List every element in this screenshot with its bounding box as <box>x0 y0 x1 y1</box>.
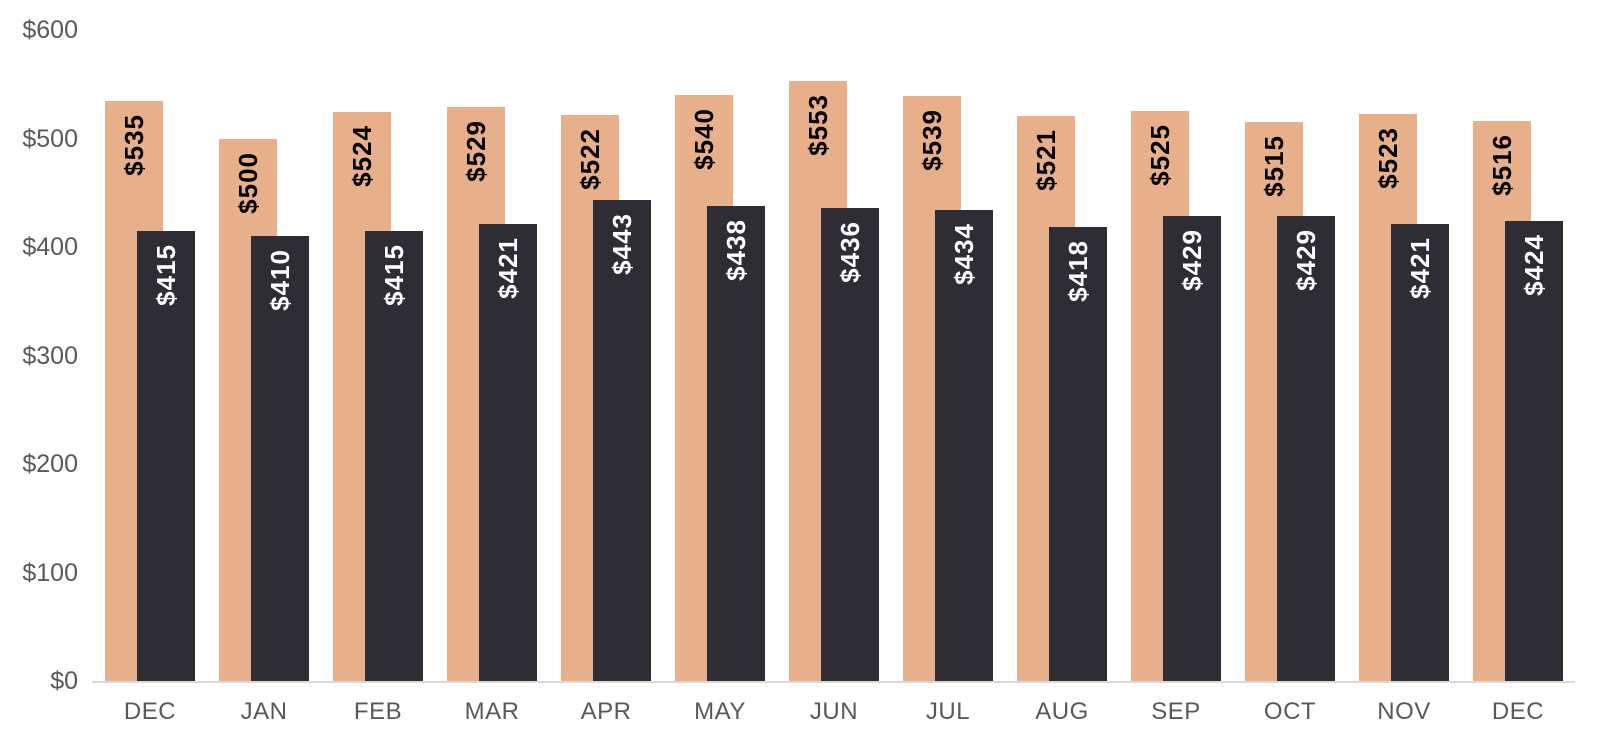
dark-series-bar: $436 <box>821 207 879 681</box>
bar-value-label: $525 <box>1131 124 1189 186</box>
dark-series-bar: $438 <box>707 205 765 681</box>
y-axis-tick-label: $500 <box>22 124 78 153</box>
bar-value-label: $434 <box>935 223 993 285</box>
bar-value-text: $553 <box>802 93 833 156</box>
dark-series-bar: $421 <box>1391 224 1449 681</box>
bar-value-text: $516 <box>1486 134 1517 196</box>
bar-value-text: $539 <box>916 109 947 172</box>
bar-value-text: $415 <box>378 243 409 306</box>
bar-value-text: $424 <box>1518 233 1549 296</box>
x-axis-month-label: JUN <box>809 698 859 725</box>
x-axis-month-label: NOV <box>1377 698 1431 725</box>
bar-value-label: $429 <box>1163 229 1221 291</box>
bar-value-text: $525 <box>1144 124 1175 187</box>
bar-value-text: $535 <box>118 113 149 176</box>
bar-value-label: $529 <box>447 120 505 182</box>
y-axis-tick-label: $600 <box>22 16 78 44</box>
bar-value-text: $521 <box>1030 128 1061 191</box>
bar-value-label: $429 <box>1277 229 1335 291</box>
bar-value-label: $522 <box>561 128 619 190</box>
bar-value-text: $429 <box>1290 228 1321 291</box>
bar-value-label: $524 <box>333 125 391 187</box>
bar-value-label: $418 <box>1049 240 1107 302</box>
bar-value-label: $421 <box>479 237 537 299</box>
x-axis-month-label: DEC <box>123 698 177 725</box>
bar-value-label: $535 <box>105 114 163 176</box>
dark-series-bar: $443 <box>593 200 651 681</box>
bar-value-text: $434 <box>948 223 979 285</box>
bar-value-label: $438 <box>707 219 765 281</box>
bar-value-text: $438 <box>720 218 751 281</box>
bar-value-text: $418 <box>1062 240 1093 303</box>
bar-value-label: $521 <box>1017 129 1075 191</box>
dark-series-bar: $434 <box>935 210 993 681</box>
x-axis-month-label: DEC <box>1491 698 1545 725</box>
dark-series-bar: $415 <box>365 230 423 681</box>
bar-value-label: $500 <box>219 152 277 214</box>
bar-value-text: $421 <box>492 237 523 300</box>
bar-value-label: $410 <box>251 249 309 311</box>
dark-series-bar: $429 <box>1163 215 1221 681</box>
bar-value-label: $424 <box>1505 234 1563 296</box>
bar-value-text: $436 <box>834 220 865 283</box>
x-axis-month-label: MAR <box>464 698 520 725</box>
bar-value-label: $523 <box>1359 127 1417 189</box>
dark-series-bar: $415 <box>137 230 195 681</box>
bar-value-text: $415 <box>150 243 181 306</box>
dark-series-bar: $418 <box>1049 227 1107 681</box>
y-axis-tick-label: $0 <box>50 667 78 695</box>
bar-value-label: $436 <box>821 221 879 283</box>
bar-value-text: $522 <box>574 127 605 190</box>
bar-value-text: $443 <box>606 213 637 276</box>
bar-value-text: $529 <box>460 120 491 182</box>
bar-value-text: $515 <box>1258 135 1289 198</box>
bar-value-text: $523 <box>1372 126 1403 189</box>
bar-value-label: $553 <box>789 94 847 156</box>
x-axis-month-label: JUL <box>925 698 971 725</box>
bar-value-label: $421 <box>1391 237 1449 299</box>
bar-value-text: $421 <box>1404 237 1435 300</box>
x-axis-month-label: SEP <box>1151 698 1201 725</box>
bar-value-label: $516 <box>1473 134 1531 196</box>
y-axis-tick-label: $300 <box>22 341 78 370</box>
x-axis-month-label: AUG <box>1035 698 1089 725</box>
dark-series-bar: $421 <box>479 224 537 681</box>
dark-series-bar: $424 <box>1505 220 1563 681</box>
bar-value-label: $515 <box>1245 135 1303 197</box>
dark-series-bar: $410 <box>251 236 309 681</box>
dark-series-bar: $429 <box>1277 215 1335 681</box>
bar-value-text: $540 <box>688 108 719 170</box>
bar-value-text: $410 <box>264 249 295 311</box>
bar-value-label: $540 <box>675 108 733 170</box>
x-axis-line <box>92 681 1575 683</box>
x-axis-month-label: APR <box>580 698 632 725</box>
x-axis-month-label: OCT <box>1263 698 1317 725</box>
bar-value-text: $429 <box>1176 228 1207 291</box>
bar-value-label: $539 <box>903 109 961 171</box>
bar-value-text: $524 <box>346 125 377 188</box>
x-axis-month-label: JAN <box>240 698 288 725</box>
y-axis-tick-label: $400 <box>22 233 78 261</box>
y-axis-tick-label: $200 <box>22 450 78 478</box>
bar-value-label: $415 <box>365 244 423 306</box>
x-axis-month-label: MAY <box>694 698 746 725</box>
bar-value-label: $443 <box>593 213 651 275</box>
bar-value-text: $500 <box>232 151 263 214</box>
bar-value-label: $415 <box>137 244 195 306</box>
y-axis-tick-label: $100 <box>22 558 78 587</box>
x-axis-month-label: FEB <box>353 698 403 725</box>
